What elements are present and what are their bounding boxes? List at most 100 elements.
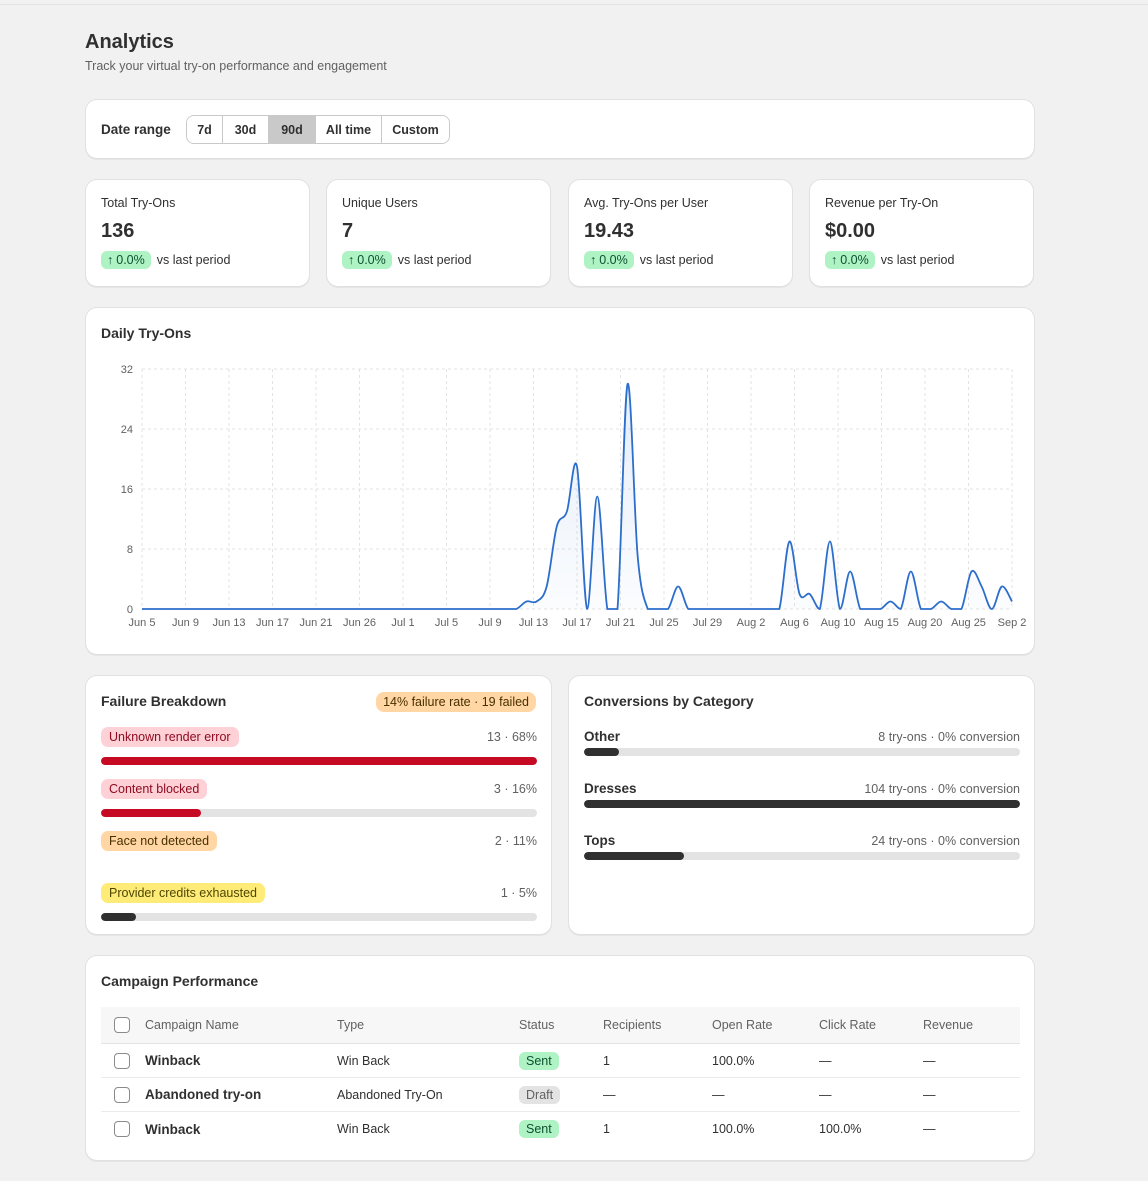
daily-try-ons-chart: 0 8 16 24 32 Jun 5 Jun 9 Jun 13 Jun 17 Jun 21 Jun … (121, 364, 1027, 629)
column-header[interactable]: Campaign Name (145, 1018, 239, 1032)
failure-bar-fill (101, 913, 136, 921)
x-tick-label: Jul 17 (562, 617, 591, 629)
date-range-custom-button[interactable]: Custom (382, 116, 449, 143)
status-badge: Sent (519, 1120, 559, 1138)
x-tick-label: Aug 10 (821, 617, 856, 629)
column-header[interactable]: Type (337, 1018, 365, 1032)
row-checkbox[interactable] (114, 1121, 130, 1137)
date-range-all-time-button[interactable]: All time (316, 116, 382, 143)
x-tick-label: Jul 25 (649, 617, 678, 629)
delta-badge: ↑ 0.0% (584, 251, 634, 269)
row-select-cell (114, 1078, 130, 1111)
metric-value: 136 (101, 220, 135, 242)
category-bar (584, 748, 1020, 756)
column-header[interactable]: Open Rate (712, 1018, 773, 1032)
failure-breakdown-title: Failure Breakdown (101, 693, 227, 709)
metric-delta: ↑ 0.0% vs last period (584, 251, 713, 269)
delta-badge: ↑ 0.0% (825, 251, 875, 269)
campaign-type: Win Back (337, 1053, 390, 1068)
date-range-label: Date range (101, 122, 171, 137)
y-tick-label: 24 (121, 424, 133, 436)
open-rate: 100.0% (712, 1122, 755, 1136)
recipients: 1 (603, 1053, 610, 1068)
date-range-7d-button[interactable]: 7d (187, 116, 223, 143)
recipients: — (603, 1087, 616, 1102)
open-rate: — (712, 1087, 725, 1102)
table-row[interactable]: Winback Win Back Sent 1 100.0% 100.0% — (101, 1112, 1020, 1146)
failure-count: 1 · 5% (500, 886, 537, 900)
failure-reason-badge: Provider credits exhausted (101, 883, 265, 903)
table-header-row: Campaign Name Type Status Recipients Ope… (101, 1007, 1020, 1044)
failure-breakdown-card: Failure Breakdown 14% failure rate · 19 … (85, 675, 552, 935)
delta-text: vs last period (880, 253, 955, 267)
column-header[interactable]: Revenue (923, 1018, 974, 1032)
area-fill (142, 383, 1012, 609)
delta-value: 0.0% (357, 253, 386, 267)
delta-value: 0.0% (116, 253, 145, 267)
column-header[interactable]: Status (519, 1018, 555, 1032)
x-tick-label: Jun 21 (299, 617, 332, 629)
row-checkbox[interactable] (114, 1086, 130, 1103)
category-bar (584, 800, 1020, 808)
column-header[interactable]: Recipients (603, 1018, 662, 1032)
category-name: Dresses (584, 781, 637, 796)
x-tick-label: Jun 9 (172, 617, 199, 629)
metric-value: 7 (342, 220, 354, 242)
category-bar-fill (584, 748, 619, 756)
failure-reason-badge: Face not detected (101, 831, 218, 851)
status-cell: Sent (519, 1112, 559, 1146)
arrow-up-icon: ↑ (107, 253, 114, 267)
page-header: Analytics Track your virtual try-on perf… (85, 31, 387, 73)
y-tick-label: 8 (127, 544, 133, 556)
table-row[interactable]: Winback Win Back Sent 1 100.0% — — (101, 1044, 1020, 1078)
delta-text: vs last period (156, 253, 231, 267)
table-row[interactable]: Abandoned try-on Abandoned Try-On Draft … (101, 1078, 1020, 1112)
x-tick-label: Jun 26 (343, 617, 376, 629)
campaign-performance-title: Campaign Performance (101, 973, 259, 989)
revenue: — (923, 1087, 936, 1102)
select-all-cell (114, 1007, 130, 1043)
campaign-name[interactable]: Winback (145, 1121, 201, 1137)
arrow-up-icon: ↑ (348, 253, 355, 267)
metric-label: Avg. Try-Ons per User (584, 196, 709, 210)
failure-reason-badge: Unknown render error (101, 727, 239, 747)
page-title: Analytics (85, 31, 174, 53)
y-tick-label: 0 (127, 604, 133, 616)
conversions-title: Conversions by Category (584, 693, 754, 709)
metric-delta: ↑ 0.0% vs last period (101, 251, 230, 269)
delta-badge: ↑ 0.0% (101, 251, 151, 269)
x-tick-label: Aug 15 (864, 617, 899, 629)
metric-delta: ↑ 0.0% vs last period (342, 251, 471, 269)
metric-value: $0.00 (825, 220, 876, 242)
campaign-name[interactable]: Abandoned try-on (145, 1087, 262, 1102)
failure-bar (101, 913, 537, 921)
date-range-30d-button[interactable]: 30d (223, 116, 269, 143)
column-header[interactable]: Click Rate (819, 1018, 876, 1032)
click-rate: 100.0% (819, 1122, 862, 1136)
category-stats: 104 try-ons · 0% conversion (864, 782, 1020, 796)
category-bar (584, 852, 1020, 860)
campaign-performance-card: Campaign Performance Campaign Name Type … (85, 955, 1035, 1161)
delta-value: 0.0% (840, 253, 869, 267)
row-checkbox[interactable] (114, 1052, 130, 1069)
arrow-up-icon: ↑ (590, 253, 597, 267)
campaign-type: Win Back (337, 1122, 390, 1136)
failure-count: 3 · 16% (493, 782, 537, 796)
x-tick-label: Jul 21 (606, 617, 635, 629)
campaign-name[interactable]: Winback (145, 1053, 201, 1068)
date-range-segmented-control: 7d 30d 90d All time Custom (186, 115, 450, 144)
select-all-checkbox[interactable] (114, 1017, 130, 1033)
failure-bar (101, 809, 537, 817)
date-range-card: Date range 7d 30d 90d All time Custom (85, 99, 1035, 159)
open-rate: 100.0% (712, 1053, 755, 1068)
x-tick-label: Aug 25 (951, 617, 986, 629)
category-bar-fill (584, 852, 685, 860)
metric-label: Unique Users (342, 196, 418, 210)
delta-text: vs last period (639, 253, 714, 267)
x-tick-label: Jun 5 (129, 617, 156, 629)
daily-try-ons-card: Daily Try-Ons 0 8 16 24 32 Jun 5 Jun 9 Jun 13 Ju… (85, 307, 1035, 655)
x-tick-label: Jul 9 (478, 617, 501, 629)
status-badge: Sent (519, 1051, 559, 1070)
date-range-90d-button[interactable]: 90d (269, 116, 316, 143)
failure-count: 13 · 68% (486, 730, 537, 744)
